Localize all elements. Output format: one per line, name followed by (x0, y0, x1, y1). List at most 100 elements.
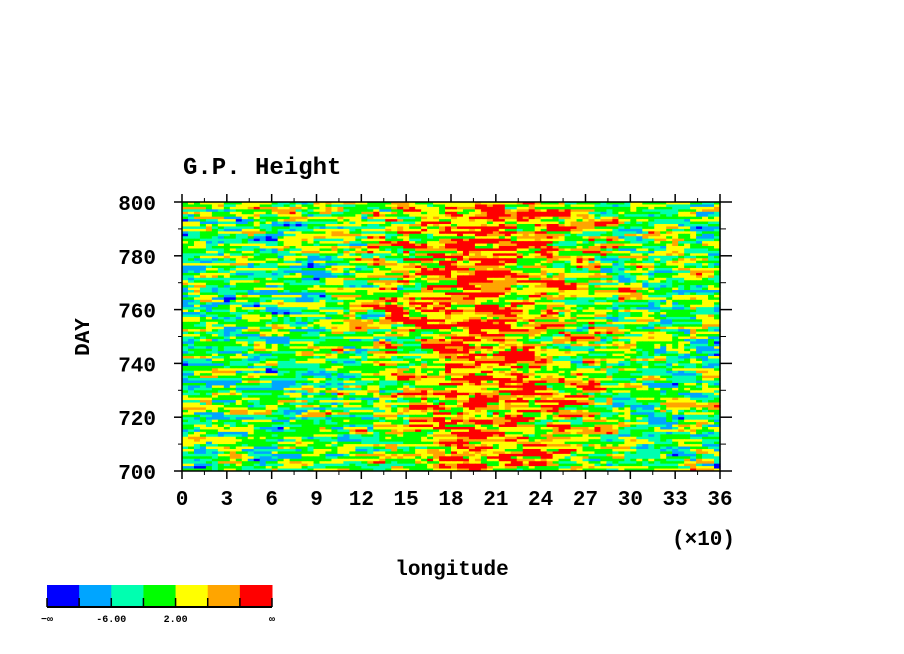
heatmap-cell (600, 238, 608, 242)
heatmap-cell (397, 233, 404, 237)
heatmap-cell (648, 226, 655, 230)
heatmap-cell (211, 224, 219, 227)
heatmap-cell (283, 231, 291, 235)
heatmap-cell (672, 253, 679, 257)
heatmap-cell (349, 290, 356, 293)
heatmap-cell (696, 275, 703, 279)
heatmap-cell (187, 258, 195, 262)
heatmap-cell (654, 277, 661, 281)
heatmap-cell (409, 285, 416, 288)
heatmap-cell (672, 260, 679, 264)
heatmap-cell (283, 255, 291, 259)
heatmap-cell (708, 214, 715, 218)
heatmap-cell (361, 302, 368, 306)
heatmap-cell (235, 321, 243, 325)
heatmap-cell (271, 260, 279, 264)
heatmap-cell (409, 248, 416, 252)
heatmap-cell (439, 243, 446, 247)
heatmap-cell (355, 233, 362, 237)
heatmap-cell (421, 302, 428, 306)
heatmap-cell (205, 248, 213, 252)
heatmap-cell (229, 263, 237, 266)
heatmap-cell (235, 272, 243, 276)
heatmap-cell (540, 324, 548, 328)
heatmap-cell (271, 231, 279, 235)
heatmap-cell (253, 221, 261, 225)
heatmap-cell (319, 282, 327, 286)
heatmap-cell (391, 260, 398, 264)
heatmap-cell (642, 211, 649, 215)
heatmap-cell (456, 329, 464, 333)
heatmap-cell (271, 292, 279, 296)
heatmap-cell (618, 280, 625, 284)
heatmap-cell (433, 202, 440, 205)
heatmap-cell (187, 285, 195, 288)
heatmap-cell (283, 268, 291, 271)
heatmap-cell (558, 329, 566, 333)
heatmap-cell (259, 238, 267, 242)
heatmap-cell (205, 250, 213, 254)
heatmap-cell (582, 202, 590, 205)
heatmap-cell (642, 241, 649, 244)
heatmap-cell (456, 277, 464, 281)
heatmap-cell (265, 321, 273, 325)
heatmap-cell (421, 297, 428, 301)
heatmap-cell (486, 255, 494, 259)
heatmap-cell (660, 209, 667, 213)
heatmap-cell (594, 255, 602, 259)
heatmap-cell (570, 299, 578, 303)
heatmap-cell (259, 206, 267, 210)
heatmap-cell (522, 211, 530, 215)
heatmap-cell (259, 321, 267, 325)
heatmap-cell (445, 241, 452, 244)
heatmap-cell (277, 260, 285, 264)
heatmap-cell (319, 209, 327, 213)
heatmap-cell (307, 331, 315, 335)
heatmap-cell (385, 246, 392, 249)
heatmap-cell (540, 270, 548, 274)
heatmap-cell (624, 226, 631, 230)
heatmap-cell (193, 224, 201, 227)
heatmap-cell (403, 248, 410, 252)
heatmap-cell (606, 287, 613, 291)
heatmap-cell (468, 290, 476, 293)
heatmap-cell (462, 282, 470, 286)
heatmap-cell (313, 221, 321, 225)
heatmap-cell (696, 253, 703, 257)
heatmap-cell (606, 265, 613, 269)
heatmap-cell (702, 219, 709, 222)
heatmap-cell (588, 268, 596, 271)
heatmap-cell (708, 258, 715, 262)
heatmap-cell (594, 324, 602, 328)
heatmap-cell (182, 216, 189, 220)
heatmap-cell (666, 307, 673, 310)
heatmap-cell (247, 336, 255, 340)
heatmap-cell (379, 304, 386, 308)
heatmap-cell (570, 329, 578, 333)
heatmap-cell (277, 250, 285, 254)
heatmap-cell (229, 307, 237, 310)
heatmap-cell (325, 307, 333, 310)
heatmap-cell (253, 224, 261, 227)
heatmap-cell (415, 211, 422, 215)
heatmap-cell (307, 221, 315, 225)
heatmap-cell (576, 334, 584, 337)
heatmap-cell (331, 233, 339, 237)
heatmap-cell (702, 294, 709, 298)
heatmap-cell (451, 319, 458, 323)
heatmap-cell (415, 265, 422, 269)
heatmap-cell (259, 260, 267, 264)
heatmap-cell (283, 228, 291, 232)
heatmap-cell (558, 265, 566, 269)
heatmap-cell (564, 321, 572, 325)
heatmap-cell (510, 312, 518, 315)
heatmap-cell (504, 314, 512, 318)
heatmap-cell (349, 255, 356, 259)
heatmap-cell (702, 282, 709, 286)
heatmap-cell (606, 316, 613, 320)
heatmap-cell (379, 336, 386, 340)
heatmap-cell (187, 209, 195, 213)
heatmap-cell (714, 307, 721, 310)
heatmap-cell (564, 202, 572, 205)
heatmap-cell (199, 282, 207, 286)
